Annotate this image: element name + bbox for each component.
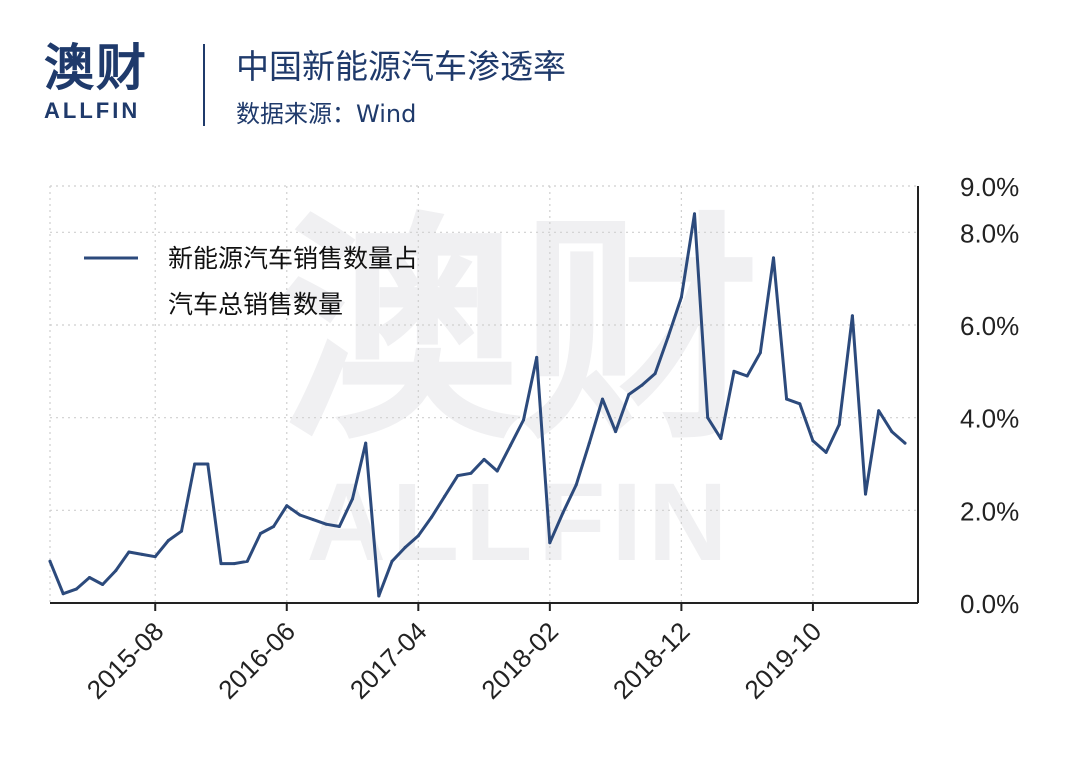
- y-tick-label: 2.0%: [960, 496, 1019, 526]
- data-point: [101, 582, 105, 586]
- data-point: [245, 559, 249, 563]
- data-point: [482, 457, 486, 461]
- data-point: [890, 430, 894, 434]
- data-point: [679, 295, 683, 299]
- data-point: [614, 430, 618, 434]
- data-point: [153, 555, 157, 559]
- brand-logo: 澳财 ALLFIN: [44, 40, 164, 124]
- data-point: [627, 393, 631, 396]
- y-tick-label: 4.0%: [960, 404, 1019, 434]
- data-point: [127, 550, 131, 554]
- data-point: [758, 351, 762, 355]
- x-tick-label: 2018-02: [475, 616, 564, 705]
- data-point: [640, 383, 644, 387]
- data-point: [351, 497, 355, 501]
- data-point: [311, 518, 315, 522]
- logo-english: ALLFIN: [44, 98, 141, 123]
- data-point: [903, 441, 907, 445]
- data-point: [824, 450, 828, 454]
- logo-chinese: 澳财: [44, 39, 148, 97]
- data-point: [548, 541, 552, 545]
- data-point: [653, 372, 657, 376]
- data-point: [798, 402, 802, 406]
- data-point: [285, 504, 289, 508]
- chart-title: 中国新能源汽车渗透率: [236, 47, 566, 86]
- legend: 新能源汽车销售数量占 汽车总销售数量: [84, 244, 418, 319]
- data-point: [416, 534, 420, 538]
- x-tick-label: 2017-04: [344, 616, 433, 705]
- series: [48, 212, 907, 598]
- data-point: [403, 545, 407, 549]
- x-tick-label: 2015-08: [81, 616, 170, 705]
- data-point: [180, 529, 184, 533]
- y-tick-label: 6.0%: [960, 311, 1019, 341]
- series-line: [48, 212, 907, 598]
- data-point: [535, 355, 539, 359]
- data-point: [587, 441, 591, 445]
- data-point: [232, 562, 236, 566]
- data-point: [337, 525, 341, 529]
- data-point: [61, 592, 65, 596]
- data-point: [719, 437, 723, 441]
- x-tick-label: 2019-10: [738, 616, 827, 705]
- watermark: 澳财 ALLFIN: [280, 192, 760, 584]
- data-point: [785, 397, 789, 401]
- grid: [49, 185, 918, 603]
- data-point: [706, 416, 710, 420]
- data-point: [693, 212, 697, 216]
- data-point: [850, 314, 854, 318]
- data-point: [219, 562, 223, 566]
- data-point: [666, 335, 670, 339]
- x-axis-ticks: 2015-08 2016-06 2017-04 2018-02 2018-12 2019-…: [81, 603, 827, 705]
- data-point: [864, 492, 868, 496]
- watermark-en: ALLFIN: [306, 461, 733, 584]
- data-point: [140, 552, 144, 556]
- x-tick-label: 2016-06: [212, 616, 301, 705]
- y-tick-label: 8.0%: [960, 218, 1019, 248]
- data-point: [508, 443, 512, 447]
- y-axis-ticks: 0.0% 2.0% 4.0% 6.0% 8.0% 9.0%: [960, 172, 1019, 619]
- data-point: [469, 471, 473, 475]
- data-point: [429, 515, 433, 519]
- data-point: [732, 369, 736, 373]
- data-point: [561, 511, 565, 515]
- y-tick-label: 0.0%: [960, 589, 1019, 619]
- data-point: [258, 532, 262, 535]
- legend-label-line2: 汽车总销售数量: [168, 290, 343, 319]
- data-point: [745, 374, 749, 378]
- axes: [50, 186, 919, 604]
- data-point: [522, 418, 526, 422]
- legend-label-line1: 新能源汽车销售数量占: [168, 244, 418, 273]
- header-divider: [203, 44, 205, 126]
- data-point: [74, 587, 78, 591]
- y-tick-label: 9.0%: [960, 172, 1019, 202]
- data-point: [114, 569, 118, 573]
- data-point: [600, 397, 604, 401]
- data-point: [206, 462, 210, 466]
- data-point: [272, 525, 276, 529]
- data-point: [166, 538, 170, 542]
- data-point: [364, 441, 368, 445]
- data-point: [495, 469, 499, 473]
- data-point: [298, 513, 302, 517]
- data-point: [48, 559, 52, 563]
- data-point: [837, 423, 841, 427]
- data-point: [193, 462, 197, 466]
- data-point: [574, 483, 578, 487]
- data-point: [324, 522, 328, 526]
- data-point: [771, 256, 775, 260]
- data-point: [456, 474, 460, 478]
- data-point: [443, 494, 447, 498]
- data-point: [87, 576, 91, 580]
- data-point: [377, 594, 381, 598]
- data-point: [390, 559, 394, 563]
- data-source: 数据来源：Wind: [236, 100, 417, 128]
- x-tick-label: 2018-12: [607, 616, 696, 705]
- data-point: [811, 439, 815, 443]
- data-point: [877, 409, 881, 413]
